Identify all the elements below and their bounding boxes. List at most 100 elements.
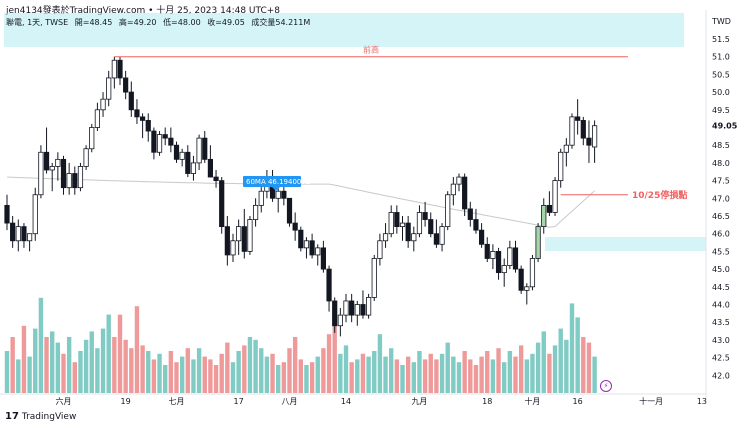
price-tick: 45.0: [712, 265, 730, 274]
candle-body: [592, 125, 598, 148]
price-tick: 46.0: [712, 230, 730, 239]
candle-body: [236, 226, 242, 242]
volume-bar: [270, 353, 275, 393]
candle-body: [43, 151, 50, 171]
time-axis[interactable]: 六月 19 七月 17 八月 14 九月 18 十月 16 十一月 13: [56, 396, 708, 406]
candle-body: [456, 176, 462, 185]
candle-body: [377, 240, 383, 259]
time-tick: 19: [121, 397, 131, 406]
candle-body: [4, 204, 10, 224]
candle-body: [371, 258, 377, 298]
volume-bar: [134, 306, 140, 393]
volume-bar: [490, 359, 496, 393]
candle-body: [77, 166, 84, 189]
candle-body: [541, 204, 547, 228]
volume-bar: [112, 337, 117, 393]
candle-body: [241, 226, 247, 252]
chart-caption: jen4134發表於TradingView.com • 十月 25, 2023 …: [6, 6, 281, 16]
volume-bar: [179, 356, 185, 393]
candles: [4, 56, 598, 337]
volume-bar: [462, 351, 467, 393]
volume-bar: [502, 362, 507, 393]
time-tick: 16: [573, 397, 583, 406]
price-tick: 49.5: [712, 106, 730, 115]
tradingview-mark: 17: [5, 411, 19, 422]
volume-bar: [292, 337, 298, 393]
volume-bar: [552, 345, 558, 393]
time-tick: 八月: [282, 397, 298, 406]
volume-bar: [394, 359, 400, 393]
volume-bar: [524, 359, 529, 393]
tradingview-logo: 17 TradingView: [5, 411, 76, 422]
top-info-zone: [4, 13, 684, 47]
candle-body: [467, 208, 473, 220]
open-value: 開=48.45: [74, 18, 113, 27]
volume-bar: [422, 359, 428, 393]
candle-body: [439, 226, 445, 245]
candle-body: [275, 190, 281, 199]
volume-bar: [4, 351, 10, 393]
candle-body: [83, 148, 89, 167]
volume-bar: [349, 362, 354, 393]
time-tick: 九月: [411, 397, 427, 406]
volume-bar: [405, 356, 411, 393]
candle-body: [224, 226, 230, 256]
price-tick: 46.5: [712, 212, 730, 221]
volume-bar: [304, 365, 309, 393]
tradingview-name: TradingView: [21, 411, 77, 422]
candle-body: [281, 190, 287, 199]
candle-body: [89, 127, 95, 150]
candle-body: [428, 219, 434, 235]
candle-body: [247, 219, 253, 252]
candle-body: [258, 190, 264, 206]
volume-bar: [281, 362, 287, 393]
volume-bar: [44, 337, 49, 393]
candle-body: [162, 134, 168, 139]
volume-bar: [586, 342, 592, 393]
volume-bar: [253, 339, 258, 393]
candle-body: [320, 247, 327, 270]
volume-bar: [219, 353, 224, 393]
candle-body: [354, 304, 360, 316]
candle-body: [156, 134, 163, 153]
volume-bar: [106, 314, 111, 393]
ma-label-text: 60MA 46.1940002: [246, 178, 310, 186]
resistance-label: 前高: [363, 45, 379, 55]
candle-body: [433, 233, 440, 245]
volume-bar: [332, 323, 337, 393]
last-price-tag: 49.05: [707, 119, 739, 131]
candle-body: [507, 247, 513, 266]
volume-bar: [146, 351, 151, 393]
price-tick: 44.5: [712, 283, 730, 292]
volume-bar: [66, 337, 72, 393]
volume-bar: [389, 348, 394, 393]
candle-body: [343, 300, 349, 316]
volume-bar: [547, 353, 552, 393]
volume-bar: [445, 342, 450, 393]
time-tick: 13: [697, 397, 707, 406]
candle-body: [123, 77, 129, 93]
volume-value: 成交量54.211M: [251, 18, 311, 27]
candle-body: [563, 144, 569, 153]
volume-bar: [208, 359, 213, 393]
candle-body: [173, 144, 180, 160]
price-tick: 43.0: [712, 336, 730, 345]
lightning-icon[interactable]: ⚡: [600, 380, 612, 392]
candle-body: [49, 166, 55, 171]
ma-label-box: [243, 176, 301, 187]
currency-label[interactable]: TWD: [712, 17, 731, 26]
volume-bar: [168, 351, 174, 393]
price-tick: 48.0: [712, 159, 730, 168]
candle-body: [111, 59, 117, 79]
volume-bar: [309, 362, 315, 393]
candle-body: [219, 180, 225, 228]
volume-bar: [174, 362, 179, 393]
candle-body: [292, 222, 298, 231]
price-axis[interactable]: 51.5 51.0 50.5 50.0 49.5 48.5 48.0 47.5 47.0 46.5…: [712, 35, 730, 380]
price-tick: 43.5: [712, 318, 730, 327]
time-tick: 17: [234, 397, 244, 406]
volume-bar: [163, 365, 168, 393]
symbol-label[interactable]: 聯電, 1天, TWSE: [6, 18, 69, 27]
last-price-box: [707, 119, 739, 131]
